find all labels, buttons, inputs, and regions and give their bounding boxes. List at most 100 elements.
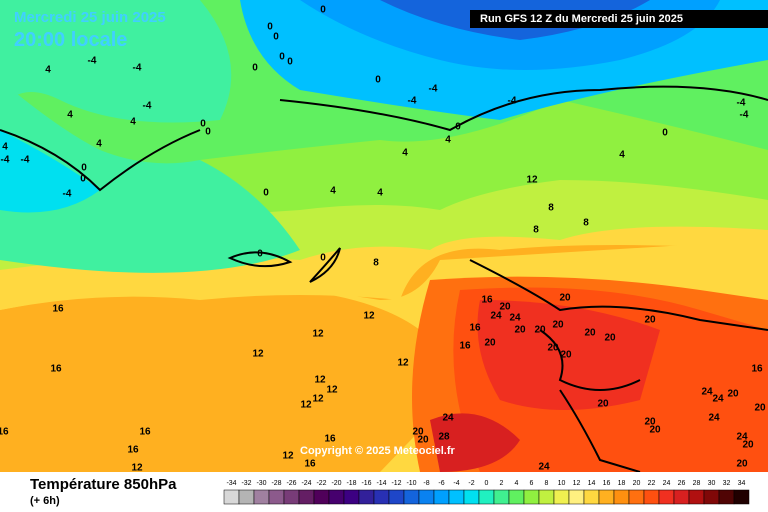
colorbar-tick: 6 [530, 480, 534, 487]
colorbar-cell [223, 489, 240, 505]
footer-title: Température 850hPa [30, 476, 177, 493]
colorbar-cell [268, 489, 285, 505]
contour-label: 24 [736, 432, 748, 443]
colorbar-cell [643, 489, 660, 505]
colorbar-tick: -8 [423, 480, 429, 487]
copyright: Copyright © 2025 Meteociel.fr [300, 445, 456, 457]
contour-label: 4 [402, 148, 408, 159]
contour-label: 8 [373, 258, 379, 269]
colorbar-tick: -4 [453, 480, 459, 487]
contour-label: 4 [96, 139, 102, 150]
colorbar-cell [238, 489, 255, 505]
colorbar-tick: 32 [723, 480, 731, 487]
contour-label: 28 [438, 432, 450, 443]
colorbar-tick: 26 [678, 480, 686, 487]
contour-label: 20 [484, 338, 496, 349]
contour-label: 20 [604, 333, 616, 344]
colorbar-cell [358, 489, 375, 505]
contour-label: 20 [597, 399, 609, 410]
colorbar-tick: 24 [663, 480, 671, 487]
contour-label: 8 [548, 203, 554, 214]
temperature-field [0, 0, 768, 472]
contour-label: -4 [88, 56, 97, 67]
colorbar-cell [298, 489, 315, 505]
contour-label: 20 [417, 435, 429, 446]
contour-label: 20 [754, 403, 766, 414]
colorbar-cell [478, 489, 495, 505]
contour-label: 4 [330, 186, 336, 197]
contour-label: -4 [63, 189, 72, 200]
colorbar-cell [253, 489, 270, 505]
contour-label: -4 [21, 155, 30, 166]
colorbar-tick: -26 [286, 480, 296, 487]
contour-label: 12 [300, 400, 312, 411]
colorbar-tick: -20 [331, 480, 341, 487]
contour-label: 20 [644, 417, 656, 428]
contour-label: 20 [412, 427, 424, 438]
contour-label: 12 [397, 358, 409, 369]
date: Mercredi 25 juin 2025 [14, 9, 166, 26]
colorbar-cell [463, 489, 480, 505]
colorbar-cell [673, 489, 690, 505]
colorbar-cell [388, 489, 405, 505]
footer-step: (+ 6h) [30, 495, 60, 507]
colorbar-cell [538, 489, 555, 505]
contour-label: 0 [252, 63, 258, 74]
contour-label: 12 [282, 451, 294, 462]
colorbar-cell [328, 489, 345, 505]
colorbar-cell [658, 489, 675, 505]
colorbar-cell [433, 489, 450, 505]
contour-label: 0 [81, 163, 87, 174]
contour-label: 16 [481, 295, 493, 306]
colorbar: -34 -32 -30 -28 -26 -24 -22 -20 -18 -16 -14 -12 -10-… [223, 480, 750, 505]
contour-label: 4 [445, 135, 451, 146]
colorbar-tick: -14 [376, 480, 386, 487]
contour-label: 12 [314, 375, 326, 386]
contour-label: 4 [130, 117, 136, 128]
contour-label: 0 [273, 32, 279, 43]
contour-label: 12 [326, 385, 338, 396]
contour-label: 20 [514, 325, 526, 336]
contour-label: -4 [133, 63, 142, 74]
colorbar-tick: 4 [515, 480, 519, 487]
colorbar-tick: 22 [648, 480, 656, 487]
contour-label: 16 [751, 364, 763, 375]
colorbar-tick: -12 [391, 480, 401, 487]
colorbar-tick: -10 [406, 480, 416, 487]
colorbar-tick: 18 [618, 480, 626, 487]
contour-label: 12 [312, 394, 324, 405]
contour-label: 20 [644, 315, 656, 326]
colorbar-tick: 14 [588, 480, 596, 487]
contour-label: 16 [459, 341, 471, 352]
contour-label: 20 [560, 350, 572, 361]
contour-label: 4 [45, 65, 51, 76]
contour-label: 16 [0, 427, 9, 438]
colorbar-cell [283, 489, 300, 505]
contour-label: 4 [619, 150, 625, 161]
contour-label: 20 [559, 293, 571, 304]
colorbar-tick: 0 [485, 480, 489, 487]
colorbar-cell [343, 489, 360, 505]
run-box [470, 10, 768, 28]
contour-label: 12 [131, 463, 143, 474]
colorbar-cell [523, 489, 540, 505]
colorbar-cell [688, 489, 705, 505]
contour-label: 24 [509, 313, 521, 324]
colorbar-tick: 30 [708, 480, 716, 487]
contour-label: 4 [2, 142, 8, 153]
contour-label: 8 [583, 218, 589, 229]
colorbar-tick: -2 [468, 480, 474, 487]
run-info: Run GFS 12 Z du Mercredi 25 juin 2025 [480, 13, 683, 25]
contour-label: 20 [534, 325, 546, 336]
contour-label: 20 [584, 328, 596, 339]
colorbar-cell [613, 489, 630, 505]
contour-label: -4 [508, 96, 517, 107]
contour-label: 16 [324, 434, 336, 445]
colorbar-cell [493, 489, 510, 505]
contour-label: 0 [455, 122, 461, 133]
contour-label: 16 [139, 427, 151, 438]
contour-label: 20 [547, 343, 559, 354]
contour-label: 24 [442, 413, 454, 424]
